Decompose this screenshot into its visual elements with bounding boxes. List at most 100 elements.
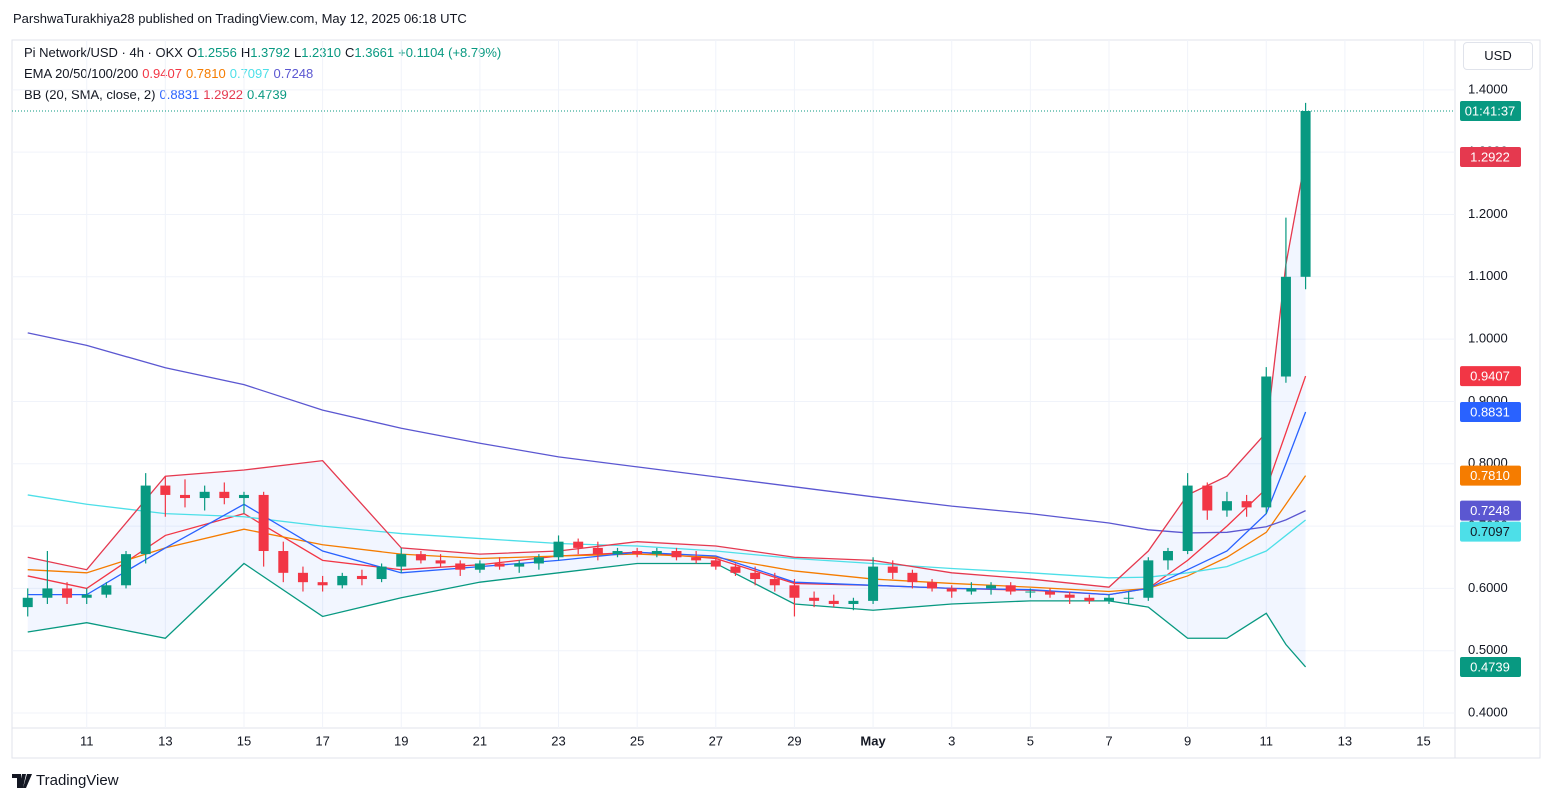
price-label-bg	[1460, 521, 1521, 542]
candle-body	[887, 566, 898, 573]
price-label-bg	[1460, 656, 1521, 677]
candle-body	[140, 485, 151, 555]
candle-body	[376, 566, 387, 580]
price-label: 0.8831	[1470, 404, 1510, 419]
bb-value: 0.4739	[247, 87, 287, 102]
ohlc-value: 1.3792	[250, 45, 290, 60]
ohlc-key: O	[186, 45, 198, 60]
candle-body	[160, 485, 171, 495]
price-label-bg	[1460, 100, 1521, 121]
ohlc-value: 1.2310	[301, 45, 341, 60]
brand-logo	[12, 774, 32, 788]
ohlc-legend: Pi Network/USD · 4h · OKX O1.2556 H1.3792 L…	[24, 45, 505, 61]
x-tick-label: 23	[551, 733, 565, 748]
candle-body	[632, 551, 643, 555]
candle-body	[356, 575, 367, 580]
candle-body	[553, 541, 564, 558]
candle-body	[1064, 594, 1075, 598]
y-tick-label: 1.0000	[1468, 331, 1508, 346]
price-label-bg	[1460, 401, 1521, 422]
ohlc-key: H	[240, 45, 251, 60]
x-tick-label: 27	[709, 733, 723, 748]
y-tick-label: 1.4000	[1468, 81, 1508, 96]
candle-body	[297, 572, 308, 583]
x-tick-label: 13	[1338, 733, 1352, 748]
candle-body	[907, 572, 918, 583]
candle-body	[573, 541, 584, 548]
candle-body	[278, 551, 289, 573]
brand-name: TradingView	[36, 772, 119, 789]
plot-frame	[11, 39, 1541, 759]
ohlc-key: C	[344, 45, 355, 60]
indicator-line	[27, 475, 1307, 593]
x-tick-label: 5	[1027, 733, 1034, 748]
candle-body	[533, 557, 544, 564]
price-label: 01:41:37	[1465, 103, 1516, 118]
candle-body	[651, 551, 662, 555]
candle-body	[121, 554, 132, 586]
price-label: 0.7097	[1470, 524, 1510, 539]
candle-body	[986, 585, 997, 589]
price-label-bg	[1460, 147, 1521, 168]
candle-body	[1143, 560, 1154, 598]
publisher-line: ParshwaTurakhiya28 published on TradingV…	[13, 11, 467, 26]
y-tick-label: 0.6000	[1468, 580, 1508, 595]
candle-body	[966, 588, 977, 592]
price-label: 0.4739	[1470, 659, 1510, 674]
candle-body	[22, 597, 33, 608]
x-tick-label: 9	[1184, 733, 1191, 748]
candle-body	[1084, 597, 1095, 601]
ema-value: 0.7810	[185, 66, 226, 81]
candle-body	[1045, 591, 1056, 595]
candle-body	[1300, 110, 1311, 277]
indicator-line	[27, 332, 1306, 534]
candle-body	[1280, 276, 1291, 377]
price-label: 1.2922	[1470, 149, 1510, 164]
candle-body	[396, 554, 407, 567]
candle-body	[750, 572, 761, 580]
ohlc-key: L	[293, 45, 302, 60]
y-tick-label: 0.4000	[1468, 704, 1508, 719]
x-tick-label: 17	[315, 733, 329, 748]
bb-legend: BB (20, SMA, close, 2) 0.8831 1.2922 0.4739	[24, 87, 291, 103]
candle-body	[769, 579, 780, 586]
candle-body	[1202, 485, 1213, 511]
currency-button[interactable]: USD	[1463, 42, 1533, 70]
candle-body	[809, 597, 820, 601]
symbol: Pi Network/USD · 4h · OKX	[24, 45, 183, 60]
candle-body	[848, 600, 859, 604]
ema-value: 0.7097	[229, 66, 270, 81]
candle-body	[730, 566, 741, 573]
candle-body	[1182, 485, 1193, 552]
candle-body	[946, 588, 957, 592]
candle-body	[1025, 591, 1036, 593]
x-tick-label: May	[860, 733, 886, 748]
candle-body	[671, 551, 682, 558]
candle-body	[81, 594, 92, 598]
bb-value: 0.8831	[159, 87, 200, 102]
candle-body	[1261, 376, 1272, 508]
x-tick-label: 19	[394, 733, 408, 748]
candle-body	[42, 588, 53, 598]
candle-body	[927, 582, 938, 589]
candle-body	[337, 575, 348, 586]
candle-body	[514, 563, 525, 567]
candle-body	[494, 563, 505, 567]
price-label: 0.9407	[1470, 369, 1510, 384]
ema-title: EMA 20/50/100/200	[24, 66, 139, 81]
candle-body	[474, 563, 485, 570]
price-label: 0.7248	[1470, 503, 1510, 518]
candle-body	[238, 494, 249, 499]
candle-body	[101, 585, 112, 595]
y-tick-label: 1.2000	[1468, 206, 1508, 221]
candle-body	[828, 600, 839, 604]
candle-body	[1103, 597, 1114, 601]
change: +0.1104 (+8.79%)	[398, 45, 502, 60]
indicator-line	[27, 156, 1307, 588]
ohlc-value: 1.2556	[197, 45, 237, 60]
x-tick-label: 13	[158, 733, 172, 748]
candle-body	[1162, 551, 1173, 561]
x-tick-label: 11	[80, 733, 94, 748]
